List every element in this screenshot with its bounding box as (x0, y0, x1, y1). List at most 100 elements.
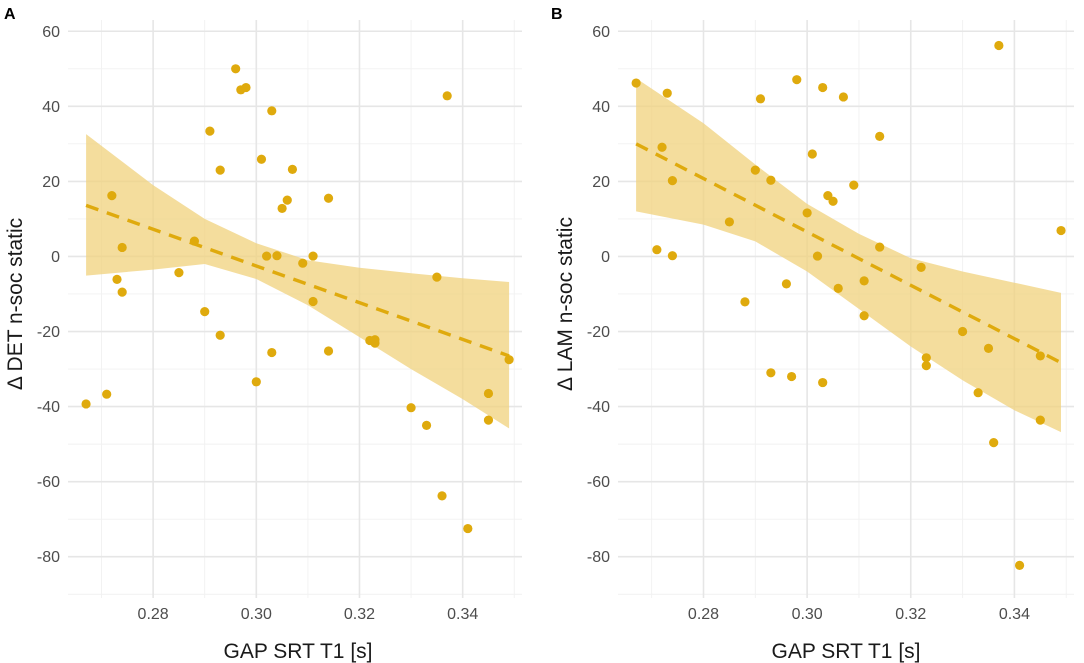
data-point (1035, 415, 1045, 425)
data-point (916, 262, 926, 272)
data-point (215, 165, 225, 175)
data-point (117, 242, 127, 253)
x-tick-label: 0.32 (344, 606, 375, 623)
data-point (973, 388, 983, 398)
fit-layer-a (85, 203, 510, 358)
y-tick-label: -40 (587, 399, 610, 416)
y-tick-label: -60 (37, 474, 60, 491)
data-point (442, 91, 452, 101)
data-point (267, 106, 277, 116)
data-point (875, 131, 885, 141)
y-tick-label: -40 (37, 399, 60, 416)
points-b (631, 40, 1066, 570)
panel-tag-a: A (4, 6, 16, 23)
data-point (437, 491, 447, 501)
y-ticks-a: 60 40 20 0 -20 -40 -60 -80 (37, 24, 60, 566)
data-point (792, 75, 802, 85)
data-point (859, 276, 869, 286)
data-point (838, 92, 849, 102)
data-point (828, 196, 838, 206)
data-point (662, 88, 672, 98)
y-tick-label: 20 (592, 174, 610, 191)
x-axis-title-b: GAP SRT T1 [s] (771, 640, 920, 663)
y-tick-label: 40 (592, 99, 610, 116)
data-point (406, 403, 416, 413)
data-point (231, 64, 241, 74)
y-tick-label: -20 (587, 324, 610, 341)
regression-line (635, 142, 1062, 365)
y-axis-title-a: Δ DET n-soc static (4, 218, 27, 390)
data-point (667, 176, 678, 186)
data-point (755, 94, 766, 104)
x-tick-label: 0.28 (138, 606, 169, 623)
data-point (117, 287, 127, 297)
data-point (849, 180, 859, 190)
major-grid-b (618, 20, 1074, 598)
data-point (102, 389, 112, 399)
x-tick-label: 0.34 (447, 606, 478, 623)
y-tick-label: 0 (51, 249, 60, 266)
data-point (174, 267, 184, 278)
x-tick-label: 0.34 (999, 606, 1030, 623)
data-point (833, 283, 843, 293)
data-point (298, 258, 308, 268)
panel-tag-b: B (551, 6, 563, 23)
data-point (631, 78, 641, 88)
panel-a: A 60 40 20 0 -20 -40 -60 -80 0.28 0.30 0.32 0.34 G… (4, 6, 522, 663)
data-point (241, 82, 251, 93)
data-point (652, 245, 662, 255)
data-point (504, 355, 514, 365)
confidence-band (636, 78, 1061, 433)
data-point (812, 251, 823, 261)
data-point (205, 126, 215, 136)
data-point (802, 208, 812, 218)
data-point (750, 165, 760, 175)
data-point (989, 438, 999, 448)
data-point (921, 353, 931, 363)
fit-layer-b (635, 142, 1062, 365)
x-tick-label: 0.32 (895, 606, 926, 623)
y-tick-label: 40 (42, 99, 60, 116)
data-point (189, 236, 199, 246)
data-point (1035, 351, 1045, 361)
data-point (323, 346, 334, 356)
data-point (657, 142, 667, 152)
x-ticks-a: 0.28 0.30 0.32 0.34 (138, 606, 479, 623)
data-point (957, 326, 968, 337)
x-ticks-b: 0.28 0.30 0.32 0.34 (688, 606, 1030, 623)
data-point (875, 242, 885, 252)
data-point (818, 82, 828, 93)
x-tick-label: 0.28 (688, 606, 719, 623)
data-point (859, 311, 869, 321)
y-tick-label: -60 (587, 474, 610, 491)
y-tick-label: -80 (587, 549, 610, 566)
x-axis-title-a: GAP SRT T1 [s] (223, 640, 372, 663)
ci-layer-b (636, 78, 1061, 433)
data-point (272, 251, 282, 261)
plot-area-b: 60 40 20 0 -20 -40 -60 -80 0.28 0.30 0.32 0.34 (587, 20, 1074, 623)
plot-area-a: 60 40 20 0 -20 -40 -60 -80 0.28 0.30 0.32 0.34 (37, 20, 522, 623)
y-axis-title-b: Δ LAM n-soc static (554, 217, 577, 391)
y-tick-label: -80 (37, 549, 60, 566)
minor-grid-a (68, 20, 522, 598)
data-point (287, 164, 298, 174)
y-tick-label: 0 (601, 249, 610, 266)
y-ticks-b: 60 40 20 0 -20 -40 -60 -80 (587, 24, 610, 566)
data-point (215, 330, 225, 340)
data-point (81, 399, 91, 409)
data-point (740, 297, 750, 307)
data-point (766, 368, 776, 378)
data-point (994, 40, 1004, 51)
data-point (483, 388, 494, 399)
data-point (724, 217, 735, 227)
data-point (277, 203, 287, 214)
data-point (1056, 225, 1066, 236)
data-point (308, 296, 318, 307)
data-point (807, 149, 817, 159)
data-point (107, 191, 117, 201)
data-point (200, 307, 210, 317)
data-point (483, 415, 494, 425)
data-point (308, 251, 318, 261)
data-point (282, 195, 292, 205)
